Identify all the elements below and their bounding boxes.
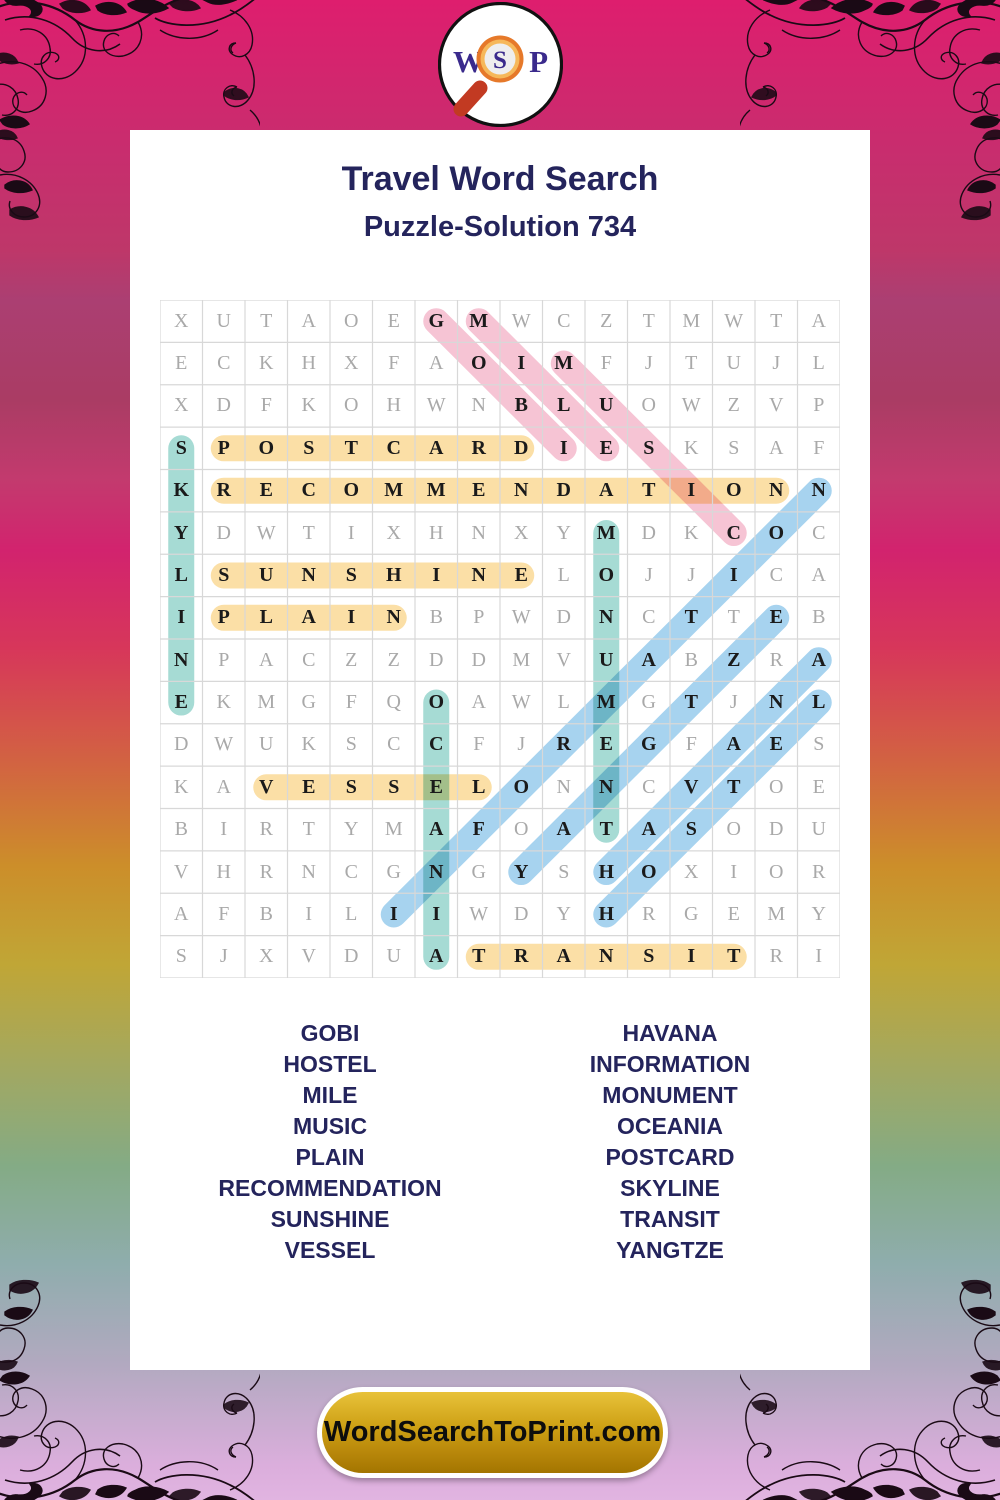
svg-text:P: P: [529, 44, 548, 79]
svg-text:S: S: [493, 47, 507, 74]
